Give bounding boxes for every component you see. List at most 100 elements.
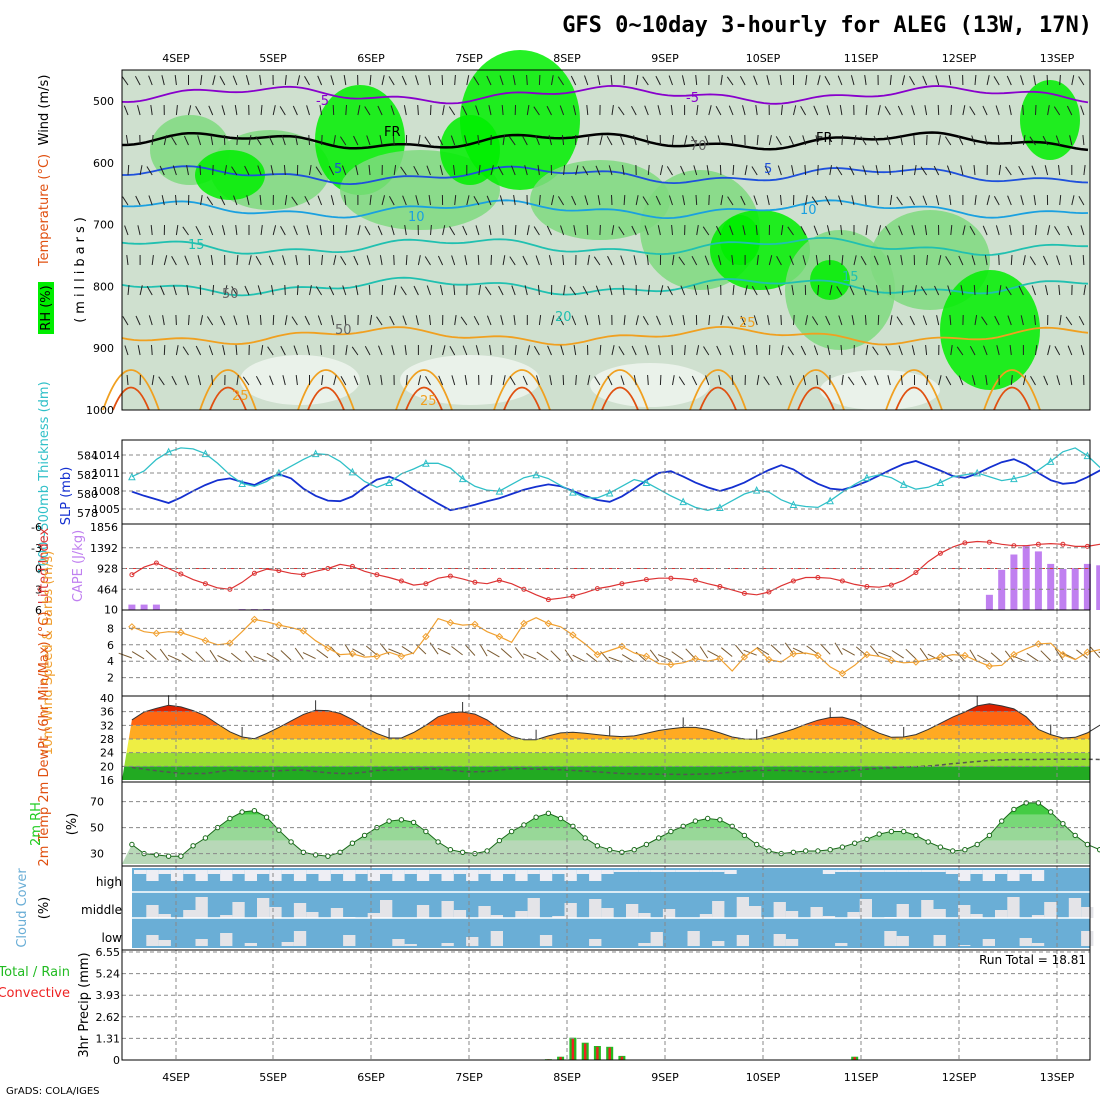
wind-barb	[1065, 316, 1073, 326]
wind-barb	[851, 315, 855, 326]
wind-barb	[984, 135, 988, 146]
wind-barb	[537, 165, 540, 176]
wind-barb	[909, 76, 915, 86]
wind-barb	[1031, 165, 1036, 176]
cloud-mid-gap	[712, 901, 725, 918]
cloud-high-gap	[835, 870, 848, 872]
cloud-mid-gap	[699, 914, 713, 918]
thickness-marker	[532, 470, 540, 479]
cloud-high-gap	[392, 870, 405, 881]
wind-barb	[175, 105, 178, 116]
cape-bar	[1083, 563, 1091, 610]
rh-marker	[705, 815, 711, 822]
wind-barb	[1067, 345, 1073, 356]
wind-barb	[146, 286, 153, 296]
rh-tick: 50	[90, 822, 104, 835]
wind-barb	[1005, 286, 1012, 296]
rh-marker	[557, 815, 564, 822]
rh-marker	[815, 848, 821, 854]
wind-barb	[599, 135, 603, 146]
wind-barb	[672, 375, 675, 386]
wind-barb	[982, 105, 988, 116]
wind-barb	[522, 375, 528, 386]
wind-barb	[693, 285, 698, 296]
wind-barb	[538, 74, 541, 86]
cloud-low-gap	[1081, 931, 1094, 946]
thickness-marker	[936, 478, 945, 486]
wind-speed-marker	[495, 632, 504, 641]
cloud-low-gap	[982, 939, 995, 946]
rh-marker	[496, 837, 503, 844]
wind-barb	[623, 194, 626, 206]
wind-barb	[573, 345, 577, 356]
wind-barb	[960, 165, 964, 176]
cloud-high-gap	[933, 870, 946, 872]
wind-barb	[388, 76, 395, 86]
wind-barb-10m	[230, 652, 243, 663]
wind-barb	[366, 375, 371, 386]
wind-barb	[986, 284, 989, 296]
wind-barb	[671, 224, 673, 236]
wind-barb	[1078, 76, 1085, 86]
wind-barb	[1066, 105, 1073, 116]
wind-barb	[391, 345, 395, 356]
isotherm-bump-warm	[601, 386, 639, 411]
thickness-marker	[569, 487, 577, 496]
temp-band	[122, 704, 1090, 712]
wind-barb	[764, 285, 770, 296]
date-label-top: 10SEP	[746, 52, 781, 65]
rh-marker	[1011, 806, 1017, 813]
cloud-high-gap	[220, 870, 233, 881]
cloud-low-gap	[785, 939, 799, 946]
rh-marker	[839, 844, 846, 850]
wind-barb	[973, 284, 976, 296]
wind-barb	[454, 74, 456, 86]
wind-barb	[161, 195, 165, 206]
precip-conv-bar	[571, 1038, 575, 1060]
thickness-marker	[422, 459, 430, 467]
cloud-mid-gap	[416, 905, 430, 918]
pressure-tick: 700	[93, 219, 114, 232]
wind-barb	[840, 344, 843, 356]
thickness-marker	[311, 449, 320, 458]
wind-barb	[862, 285, 867, 296]
wind-barb	[380, 375, 383, 386]
rh-marker	[398, 817, 405, 823]
wind-barb	[575, 165, 579, 176]
wind-barb	[175, 225, 179, 236]
wind-barb	[829, 285, 833, 296]
wind-barb	[768, 135, 772, 146]
wind-barb	[345, 345, 348, 356]
wind-barb	[841, 375, 844, 386]
date-label-top: 4SEP	[162, 52, 190, 65]
wind-barb	[175, 314, 177, 326]
wind-barb-10m	[181, 652, 194, 662]
legend-rh-swatch	[38, 282, 54, 334]
cloud-high-gap	[244, 870, 257, 881]
wind-barb	[1069, 255, 1073, 266]
rh-marker	[876, 831, 882, 837]
isotherm-bump-warm	[699, 386, 737, 411]
wind-barb	[742, 345, 746, 356]
rh-shading	[400, 355, 540, 405]
wind-barb	[309, 285, 312, 296]
wind-barb	[920, 166, 928, 176]
wind-barb	[211, 375, 214, 386]
wind-barb	[442, 105, 445, 116]
wind-barb	[424, 256, 431, 266]
date-label-top: 7SEP	[455, 52, 483, 65]
contour-label: -5	[686, 91, 699, 106]
wind-speed-marker	[226, 639, 234, 647]
cloud-high-gap	[1019, 870, 1032, 874]
wind-barb	[756, 344, 758, 356]
contour-label: 10	[800, 203, 817, 218]
cloud-high-gap	[207, 870, 221, 874]
wind-barb	[827, 345, 831, 356]
li-marker	[300, 572, 306, 578]
wind-barb	[296, 75, 301, 86]
wind-barb	[826, 225, 831, 236]
cloud-mid-gap	[478, 906, 491, 918]
precip-conv-bar	[584, 1043, 587, 1060]
wind-barb	[426, 285, 431, 296]
wind-barb	[546, 225, 552, 236]
